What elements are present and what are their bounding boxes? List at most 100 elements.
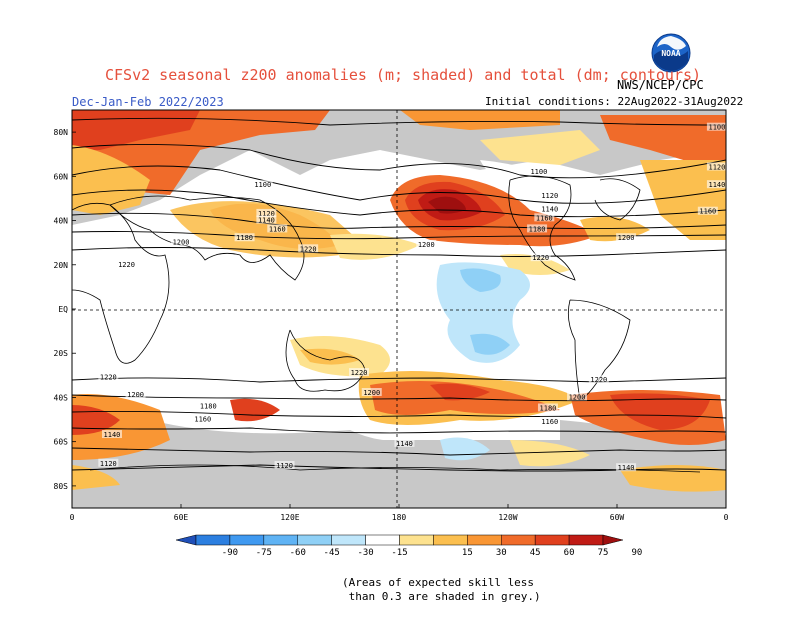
colorbar-tick-label: 30 xyxy=(496,548,507,558)
contour-label: 1160 xyxy=(536,214,553,222)
contour-label: 1200 xyxy=(127,391,144,399)
contour-label-bg xyxy=(706,162,726,171)
contour-label: 1100 xyxy=(708,124,725,132)
colorbar-tick-label: -30 xyxy=(357,548,373,558)
colorbar-tick-label: 15 xyxy=(462,548,473,558)
colorbar-segment xyxy=(467,534,502,546)
contour-label: 1220 xyxy=(532,254,549,262)
contour-label-bg xyxy=(198,401,219,410)
contour-label: 1200 xyxy=(418,241,435,249)
contour-label-bg xyxy=(394,438,415,447)
agency-label: NWS/NCEP/CPC xyxy=(617,78,704,92)
colorbar-segment xyxy=(534,534,570,546)
lat-label: EQ xyxy=(58,305,68,314)
colorbar-tick-label: 45 xyxy=(530,548,541,558)
contour-label: 1160 xyxy=(269,225,286,233)
contour-labels: 1100112011401160120012201180110011201140… xyxy=(98,122,726,472)
contour-label-bg xyxy=(98,458,119,467)
contour-label: 1120 xyxy=(708,163,725,171)
colorbar: -90 -75 -60 -45 -30 -15 15 30 45 60 75 90 xyxy=(175,534,642,558)
positive-anomalies xyxy=(72,110,726,492)
colorbar-tick-label: 60 xyxy=(564,548,575,558)
season-label: Dec-Jan-Feb 2022/2023 xyxy=(72,95,224,109)
contour-label-bg xyxy=(527,224,548,233)
lat-label: 60N xyxy=(54,172,69,181)
lat-label: 40S xyxy=(54,393,69,402)
colorbar-tick-label: -15 xyxy=(391,548,407,558)
contour-label-bg xyxy=(616,233,637,242)
contour-label-bg xyxy=(101,430,122,439)
colorbar-segment xyxy=(365,534,400,546)
colorbar-segment xyxy=(433,534,468,546)
contour-label-bg xyxy=(539,191,560,200)
contour-label-bg xyxy=(539,204,560,213)
lon-label: 120E xyxy=(280,513,299,522)
lat-label: 80S xyxy=(54,482,69,491)
contour-label-bg xyxy=(256,215,277,224)
contour-label: 1100 xyxy=(254,181,271,189)
colorbar-segment xyxy=(568,534,604,546)
contour-label: 1220 xyxy=(351,369,368,377)
contour-label: 1120 xyxy=(100,460,117,468)
lat-label: 20S xyxy=(54,349,69,358)
coastlines xyxy=(72,175,701,473)
lon-label: 0 xyxy=(724,513,729,522)
longitude-axis: 0 60E 120E 180 120W 60W 0 xyxy=(70,504,729,522)
map-plot-area: 1100112011401160120012201180110011201140… xyxy=(72,110,726,508)
negative-anomalies xyxy=(436,262,530,461)
noaa-logo: NOAA xyxy=(651,33,691,73)
contour-label: 1220 xyxy=(118,261,135,269)
contour-label: 1220 xyxy=(300,245,317,253)
colorbar-segment xyxy=(195,534,231,546)
colorbar-tick-label: -75 xyxy=(256,548,272,558)
contour-label-bg xyxy=(416,239,437,248)
contour-label-bg xyxy=(588,374,609,383)
contour-label: 1200 xyxy=(618,234,635,242)
initial-conditions-label: Initial conditions: 22Aug2022-31Aug2022 xyxy=(485,95,744,108)
contour-label-bg xyxy=(267,224,288,233)
contour-label-bg xyxy=(361,388,382,397)
contour-label-bg xyxy=(116,259,137,268)
contour-label: 1140 xyxy=(104,431,121,439)
contour-label-bg xyxy=(256,208,277,217)
colorbar-segment xyxy=(501,534,536,546)
contour-label: 1140 xyxy=(618,464,635,472)
contour-label-bg xyxy=(706,122,726,131)
contour-label: 1220 xyxy=(590,376,607,384)
contour-label-bg xyxy=(234,233,255,242)
contour-label: 1120 xyxy=(276,462,293,470)
lon-label: 60W xyxy=(610,513,625,522)
contour-label-bg xyxy=(528,166,549,175)
chart-title: CFSv2 seasonal z200 anomalies (m; shaded… xyxy=(105,66,702,84)
contour-label: 1140 xyxy=(258,217,275,225)
contour-label: 1140 xyxy=(708,181,725,189)
contour-label: 1180 xyxy=(529,225,546,233)
colorbar-segment xyxy=(399,534,434,546)
height-contours xyxy=(72,117,726,472)
contour-label: 1200 xyxy=(173,239,190,247)
lon-label: 120W xyxy=(498,513,517,522)
colorbar-segment xyxy=(331,534,366,546)
contour-label: 1200 xyxy=(569,393,586,401)
contour-label: 1200 xyxy=(363,389,380,397)
lat-label: 40N xyxy=(54,217,69,226)
contour-label: 1120 xyxy=(258,210,275,218)
contour-label: 1160 xyxy=(699,208,716,216)
contour-label-bg xyxy=(706,180,726,189)
contour-label: 1140 xyxy=(541,206,558,214)
colorbar-tick-label: -60 xyxy=(290,548,306,558)
contour-label-bg xyxy=(697,206,718,215)
contour-label: 1160 xyxy=(194,416,211,424)
lon-label: 0 xyxy=(70,513,75,522)
contour-label-bg xyxy=(274,460,295,469)
lon-label: 60E xyxy=(174,513,189,522)
contour-label: 1120 xyxy=(541,192,558,200)
logo-text: NOAA xyxy=(661,49,680,58)
contour-label-bg xyxy=(125,390,146,399)
contour-label: 1140 xyxy=(396,440,413,448)
lon-label: 180 xyxy=(392,513,407,522)
contour-label: 1160 xyxy=(541,418,558,426)
contour-label-bg xyxy=(98,372,119,381)
contour-label-bg xyxy=(534,213,555,222)
